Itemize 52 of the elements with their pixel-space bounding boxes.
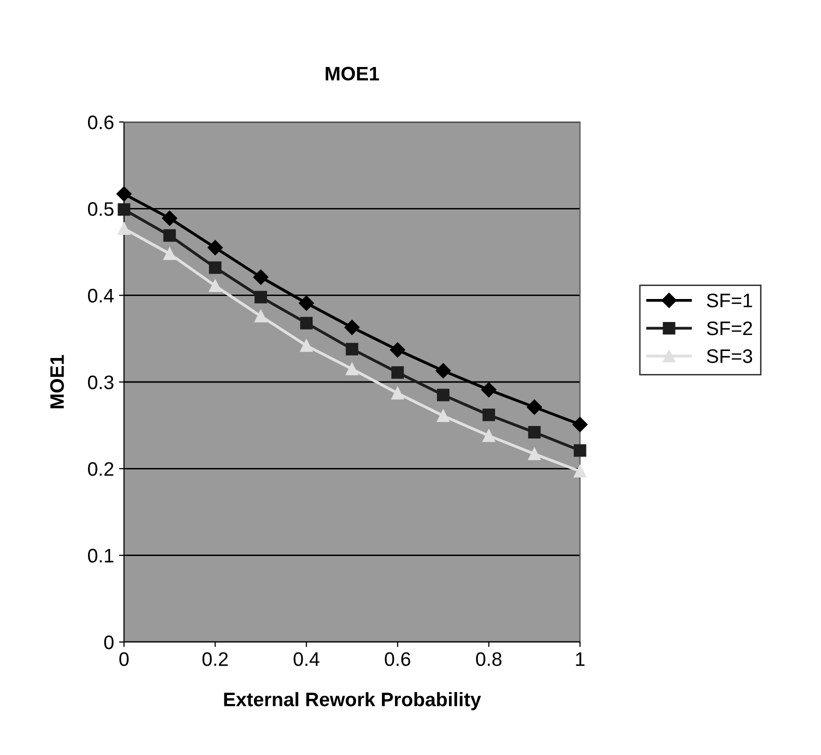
y-tick-label: 0.4 [88, 288, 114, 303]
point [300, 339, 313, 352]
point [254, 310, 268, 322]
point [346, 362, 358, 376]
point [436, 388, 450, 402]
x-tick-label: 0.6 [384, 652, 410, 666]
point [162, 210, 178, 226]
x-tick-label: 0 [119, 652, 129, 666]
y-tick-label: 0.1 [88, 548, 114, 563]
point [436, 410, 450, 422]
y-tick-label: 0.3 [88, 375, 114, 390]
point [300, 316, 313, 330]
point [482, 408, 496, 422]
point [528, 426, 541, 439]
x-tick-label: 0.4 [294, 652, 320, 666]
point [528, 448, 541, 460]
legend-label: SF=3 [706, 349, 752, 364]
point [118, 222, 130, 235]
point [482, 429, 496, 442]
y-axis-title: MOE1 [50, 354, 64, 408]
point [344, 320, 360, 335]
point [208, 261, 222, 274]
point [572, 416, 588, 432]
point [208, 280, 222, 292]
y-tick-label: 0.6 [88, 115, 114, 130]
point [481, 382, 496, 398]
point [254, 290, 268, 304]
point [163, 247, 176, 260]
point [118, 203, 130, 216]
point [253, 270, 268, 285]
point [391, 366, 404, 379]
point [116, 186, 132, 202]
chart-title: MOE1 [326, 66, 380, 81]
y-tick-label: 0.5 [88, 202, 114, 216]
point [346, 342, 358, 356]
legend-label: SF=2 [706, 321, 752, 336]
point [436, 363, 451, 378]
x-tick-label: 0.8 [476, 652, 502, 666]
x-tick-label: 1 [576, 652, 584, 666]
point [163, 229, 176, 242]
y-tick-label: 0.2 [88, 462, 114, 476]
legend-label: SF=1 [706, 294, 752, 308]
point [391, 387, 404, 400]
point [208, 240, 223, 256]
point [526, 400, 542, 415]
x-tick-label: 0.2 [202, 652, 228, 666]
y-tick-label: 0 [104, 635, 114, 650]
point [298, 296, 314, 311]
point [574, 465, 586, 478]
x-axis-title: External Rework Probability [224, 692, 482, 710]
point [574, 444, 586, 457]
point [390, 342, 406, 358]
